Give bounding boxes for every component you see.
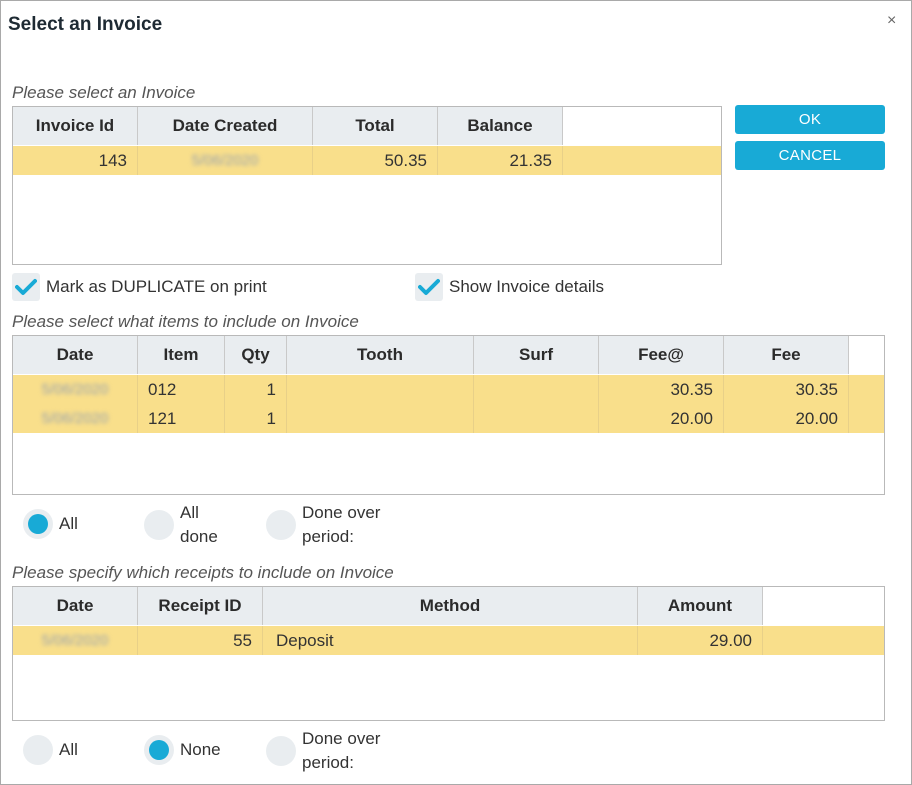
show-details-checkbox-label: Show Invoice details [449, 277, 604, 296]
cell-fee-at: 30.35 [599, 375, 724, 404]
receipts-grid: Date Receipt ID Method Amount 5/06/2020 … [12, 586, 885, 721]
col-item[interactable]: Item [138, 336, 225, 374]
cell-qty: 1 [225, 404, 287, 433]
items-grid-header: Date Item Qty Tooth Surf Fee@ Fee [13, 336, 849, 374]
items-radio-all[interactable]: All [23, 509, 78, 539]
cell-total: 50.35 [313, 146, 438, 175]
receipts-section-label: Please specify which receipts to include… [12, 563, 394, 582]
invoice-grid-header: Invoice Id Date Created Total Balance [13, 107, 563, 145]
cell-date-created: 5/06/2020 [138, 146, 313, 175]
cell-surf [474, 404, 599, 433]
cell-fee: 30.35 [724, 375, 849, 404]
col-date[interactable]: Date [13, 587, 138, 625]
radio-unselected-icon [144, 510, 174, 540]
col-receipt-id[interactable]: Receipt ID [138, 587, 263, 625]
table-row[interactable]: 143 5/06/2020 50.35 21.35 [13, 146, 721, 175]
duplicate-checkbox[interactable]: Mark as DUPLICATE on print [12, 273, 267, 301]
cell-date-value: 5/06/2020 [41, 632, 109, 649]
cell-tooth [287, 404, 474, 433]
cell-receipt-id: 55 [138, 626, 263, 655]
duplicate-checkbox-label: Mark as DUPLICATE on print [46, 277, 267, 296]
col-tooth[interactable]: Tooth [287, 336, 474, 374]
col-qty[interactable]: Qty [225, 336, 287, 374]
ok-button[interactable]: OK [735, 105, 885, 134]
close-icon[interactable]: × [887, 12, 897, 29]
cell-date: 5/06/2020 [13, 626, 138, 655]
items-radio-all-done-label: All done [180, 503, 218, 546]
col-fee-at[interactable]: Fee@ [599, 336, 724, 374]
col-surf[interactable]: Surf [474, 336, 599, 374]
cell-fee-at: 20.00 [599, 404, 724, 433]
invoice-section-label: Please select an Invoice [12, 83, 196, 102]
items-radio-all-done[interactable]: All done [144, 501, 218, 549]
col-method[interactable]: Method [263, 587, 638, 625]
col-date-created[interactable]: Date Created [138, 107, 313, 145]
receipts-radio-done-over-period[interactable]: Done over period: [266, 727, 380, 775]
radio-selected-icon [23, 509, 53, 539]
receipts-radio-none[interactable]: None [144, 735, 221, 765]
col-balance[interactable]: Balance [438, 107, 563, 145]
receipts-radio-all-label: All [59, 740, 78, 759]
receipts-grid-header: Date Receipt ID Method Amount [13, 587, 763, 625]
items-radio-done-over-period-label: Done over period: [302, 503, 381, 546]
col-fee[interactable]: Fee [724, 336, 849, 374]
radio-unselected-icon [266, 510, 296, 540]
cancel-button[interactable]: CANCEL [735, 141, 885, 170]
dialog-title: Select an Invoice [8, 14, 163, 35]
items-radio-done-over-period[interactable]: Done over period: [266, 501, 380, 549]
cell-date: 5/06/2020 [13, 375, 138, 404]
receipts-radio-done-over-period-label: Done over period: [302, 729, 381, 772]
col-date[interactable]: Date [13, 336, 138, 374]
cell-qty: 1 [225, 375, 287, 404]
cell-method: Deposit [263, 626, 638, 655]
radio-unselected-icon [266, 736, 296, 766]
receipts-radio-none-label: None [180, 740, 221, 759]
cell-date: 5/06/2020 [13, 404, 138, 433]
cell-date-value: 5/06/2020 [41, 410, 109, 427]
items-radio-all-label: All [59, 514, 78, 533]
receipts-radio-all[interactable]: All [23, 735, 78, 765]
cell-surf [474, 375, 599, 404]
invoice-grid: Invoice Id Date Created Total Balance 14… [12, 106, 722, 265]
cell-date-created-value: 5/06/2020 [191, 152, 259, 169]
col-invoice-id[interactable]: Invoice Id [13, 107, 138, 145]
table-row[interactable]: 5/06/2020 012 1 30.35 30.35 [13, 375, 884, 404]
col-amount[interactable]: Amount [638, 587, 763, 625]
table-row[interactable]: 5/06/2020 55 Deposit 29.00 [13, 626, 884, 655]
cell-invoice-id: 143 [13, 146, 138, 175]
items-grid: Date Item Qty Tooth Surf Fee@ Fee 5/06/2… [12, 335, 885, 495]
cell-item: 121 [138, 404, 225, 433]
col-total[interactable]: Total [313, 107, 438, 145]
radio-unselected-icon [23, 735, 53, 765]
table-row[interactable]: 5/06/2020 121 1 20.00 20.00 [13, 404, 884, 433]
cell-date-value: 5/06/2020 [41, 381, 109, 398]
cell-amount: 29.00 [638, 626, 763, 655]
check-icon [12, 273, 40, 301]
cell-balance: 21.35 [438, 146, 563, 175]
check-icon [415, 273, 443, 301]
show-details-checkbox[interactable]: Show Invoice details [415, 273, 604, 301]
cell-tooth [287, 375, 474, 404]
cell-item: 012 [138, 375, 225, 404]
radio-selected-icon [144, 735, 174, 765]
cell-fee: 20.00 [724, 404, 849, 433]
items-section-label: Please select what items to include on I… [12, 312, 359, 331]
